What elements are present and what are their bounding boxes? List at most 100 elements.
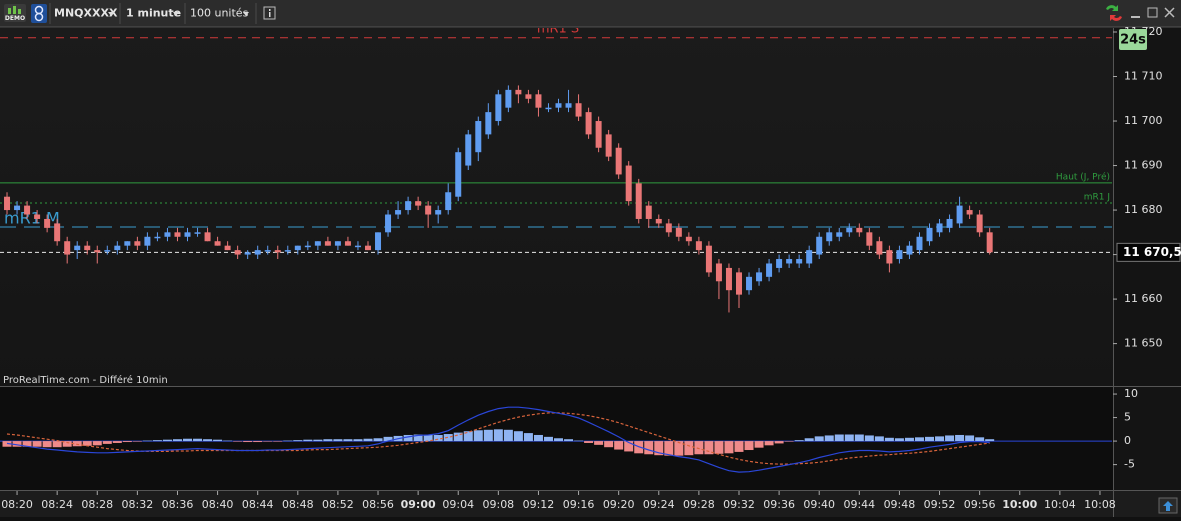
scroll-button[interactable]	[1158, 497, 1178, 514]
histogram-bar	[804, 438, 814, 442]
price-panel	[0, 28, 1113, 386]
y-tick-label: 0	[1124, 434, 1131, 447]
histogram-bar	[554, 438, 564, 442]
x-tick-label: 09:44	[843, 498, 875, 511]
histogram-bar	[463, 431, 473, 442]
candle-body	[575, 103, 582, 117]
candle-body	[796, 259, 803, 264]
histogram-bar	[884, 437, 894, 442]
histogram-bar	[122, 441, 132, 443]
candle-body	[906, 245, 913, 255]
histogram-bar	[162, 439, 172, 442]
y-tick-label: 11 650	[1124, 337, 1163, 350]
histogram-bar	[303, 439, 313, 442]
histogram-bar	[413, 434, 423, 442]
candle-body	[715, 263, 722, 282]
minimize-button[interactable]	[1131, 16, 1140, 18]
signal-line	[6, 412, 990, 465]
histogram-bar	[343, 439, 353, 442]
candle-body	[364, 245, 371, 251]
x-tick-label: 09:32	[723, 498, 755, 511]
histogram-bar	[874, 436, 884, 442]
candle-body	[816, 236, 823, 255]
candle-body	[405, 201, 412, 211]
maximize-button[interactable]	[1147, 7, 1158, 18]
candle-body	[826, 232, 833, 242]
candle-body	[385, 214, 392, 233]
histogram-bar	[533, 434, 543, 442]
y-tick-label: 11 680	[1124, 203, 1163, 216]
histogram-bar	[674, 441, 684, 456]
histogram-bar	[403, 434, 413, 442]
x-tick-label: 09:00	[401, 498, 436, 511]
demo-badge: DEMO	[5, 15, 25, 22]
candle-body	[485, 112, 492, 135]
candle-body	[916, 236, 923, 251]
x-tick-label: 08:48	[282, 498, 314, 511]
candle-body	[334, 241, 341, 246]
histogram-bar	[223, 440, 233, 442]
demo-icon[interactable]: DEMO	[4, 4, 26, 22]
candle-body	[154, 236, 161, 239]
histogram-bar	[423, 434, 433, 442]
histogram-bar	[854, 434, 864, 442]
demo-bar	[18, 9, 21, 14]
candle-body	[675, 227, 682, 237]
histogram-bar	[92, 441, 102, 446]
refresh-arrow	[1106, 5, 1118, 11]
candle-body	[294, 245, 301, 251]
candle-body	[515, 89, 522, 95]
histogram-bar	[684, 441, 694, 456]
histogram-bar	[72, 441, 82, 447]
candle-body	[475, 121, 482, 153]
candle-body	[344, 241, 351, 246]
candle-body	[144, 236, 151, 246]
x-tick-label: 08:36	[162, 498, 194, 511]
candle-body	[786, 259, 793, 264]
candle-body	[595, 121, 602, 148]
refresh-button[interactable]	[1106, 5, 1122, 21]
candle-body	[585, 112, 592, 135]
candle-body	[605, 134, 612, 157]
histogram-bar	[604, 441, 614, 448]
histogram-bar	[513, 431, 523, 442]
candle-body	[635, 183, 642, 219]
candle-body	[94, 250, 101, 253]
link-icon[interactable]	[31, 4, 47, 23]
x-tick-label: 09:04	[442, 498, 474, 511]
candle-body	[44, 218, 51, 228]
histogram-bar	[503, 429, 513, 442]
histogram-bar	[904, 437, 914, 442]
candle-body	[264, 250, 271, 252]
candle-body	[986, 232, 993, 253]
histogram-bar	[624, 441, 634, 452]
candle-body	[746, 276, 753, 291]
candle-body	[655, 218, 662, 224]
candle-body	[956, 205, 963, 224]
x-tick-label: 10:00	[1002, 498, 1037, 511]
histogram-bar	[62, 441, 72, 447]
candle-body	[776, 259, 783, 268]
info-button[interactable]	[263, 6, 276, 20]
candle-body	[705, 245, 712, 273]
units-dropdown[interactable]: 100 unités	[190, 7, 249, 20]
histogram-bar	[965, 435, 975, 442]
units: 100 unités	[190, 7, 249, 20]
histogram-bar	[794, 440, 804, 442]
y-tick-label: 11 660	[1124, 292, 1163, 305]
histogram-bar	[714, 441, 724, 454]
symbol: MNQXXXX	[54, 7, 118, 20]
candle-body	[625, 165, 632, 202]
histogram-bar	[834, 434, 844, 442]
histogram-bar	[293, 440, 303, 442]
histogram-bar	[654, 441, 664, 456]
close-button[interactable]	[1164, 7, 1175, 18]
histogram-bar	[724, 441, 734, 454]
timeframe-dropdown[interactable]: 1 minute	[126, 7, 181, 20]
candle-body	[665, 223, 672, 233]
candle-body	[545, 107, 552, 110]
symbol-dropdown[interactable]: MNQXXXX	[54, 7, 118, 20]
candle-body	[395, 210, 402, 215]
x-tick-label: 08:32	[122, 498, 154, 511]
plot-layer: mR1 S Haut (J, Pré) mR1 J mR1 M 11 650 11 660…	[0, 25, 1181, 511]
